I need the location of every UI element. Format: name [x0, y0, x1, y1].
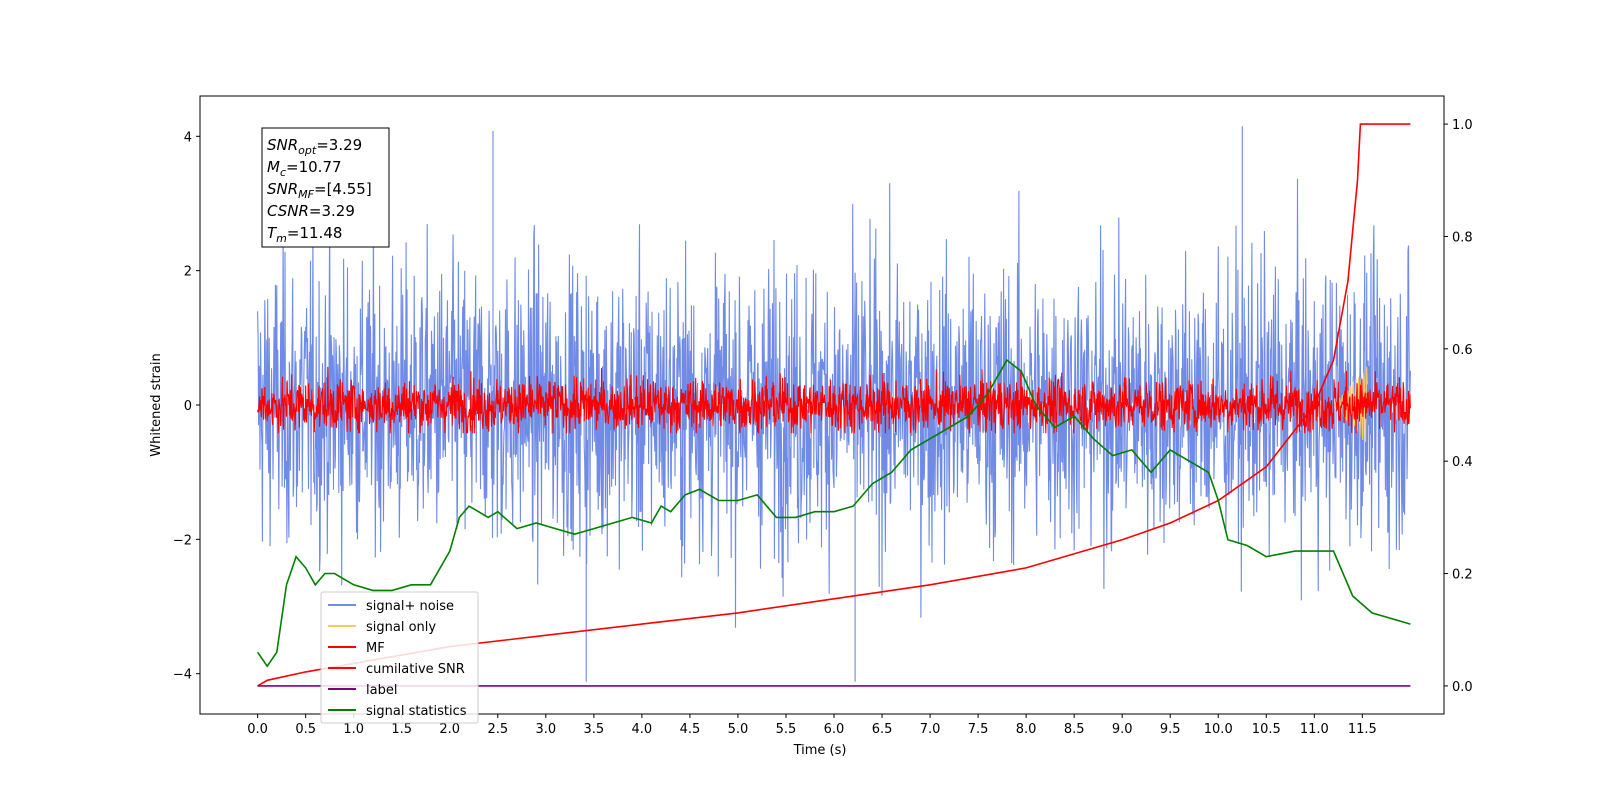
x-tick-label: 7.5 — [968, 722, 989, 737]
y-tick-label: −2 — [173, 533, 192, 548]
legend-label: signal only — [366, 620, 436, 635]
y2-tick-label: 0.6 — [1452, 343, 1473, 358]
legend-frame — [320, 591, 479, 724]
series-mf — [257, 366, 1411, 434]
y2-tick-label: 0.2 — [1452, 568, 1473, 583]
legend-label: signal statistics — [366, 704, 467, 719]
y2-tick-label: 0.8 — [1452, 230, 1473, 245]
x-tick-label: 1.0 — [343, 722, 364, 737]
x-tick-label: 5.5 — [776, 722, 797, 737]
legend: signal+ noise signal only MF cumilative SNR… — [320, 591, 479, 724]
y-tick-label: 4 — [184, 130, 192, 145]
x-tick-label: 11.0 — [1300, 722, 1329, 737]
y-tick-label: 2 — [184, 265, 192, 280]
x-tick-label: 11.5 — [1348, 722, 1377, 737]
x-tick-label: 3.0 — [535, 722, 556, 737]
annotation-line: Mc=10.77 — [267, 158, 342, 179]
x-tick-label: 0.0 — [247, 722, 268, 737]
annotation-line: Tm=11.48 — [267, 224, 342, 245]
x-tick-label: 0.5 — [295, 722, 316, 737]
annotation-box: SNRopt=3.29Mc=10.77SNRMF=[4.55]CSNR=3.29… — [261, 127, 390, 248]
y2-axis-ticks: 1.0 0.8 0.6 0.4 0.2 0.0 — [1444, 118, 1473, 695]
x-tick-label: 4.5 — [680, 722, 701, 737]
x-tick-label: 10.0 — [1204, 722, 1233, 737]
x-tick-label: 2.5 — [487, 722, 508, 737]
y-tick-label: 0 — [184, 399, 192, 414]
y-axis-ticks: 4 2 0 −2 −4 — [173, 130, 200, 683]
x-tick-label: 5.0 — [728, 722, 749, 737]
series-signal-statistics — [256, 358, 1411, 668]
x-tick-label: 9.5 — [1160, 722, 1181, 737]
x-tick-label: 8.5 — [1064, 722, 1085, 737]
x-tick-label: 1.5 — [391, 722, 412, 737]
x-axis-label: Time (s) — [793, 743, 847, 758]
x-tick-label: 7.0 — [920, 722, 941, 737]
legend-label: label — [366, 683, 397, 698]
x-tick-label: 6.0 — [824, 722, 845, 737]
legend-label: signal+ noise — [366, 599, 454, 614]
y2-tick-label: 0.0 — [1452, 680, 1473, 695]
annotation-line: CSNR=3.29 — [267, 202, 355, 220]
x-tick-label: 10.5 — [1252, 722, 1281, 737]
series-signal-noise — [257, 126, 1411, 682]
annotation-line: SNRopt=3.29 — [267, 136, 362, 157]
annotation-line: SNRMF=[4.55] — [267, 180, 372, 201]
y-axis-label: Whitened strain — [149, 353, 164, 456]
x-tick-label: 2.0 — [439, 722, 460, 737]
x-tick-label: 8.0 — [1016, 722, 1037, 737]
x-tick-label: 4.0 — [632, 722, 653, 737]
y2-tick-label: 0.4 — [1452, 455, 1473, 470]
legend-label: MF — [366, 641, 385, 656]
y2-tick-label: 1.0 — [1452, 118, 1473, 133]
y-tick-label: −4 — [173, 668, 192, 683]
x-tick-label: 6.5 — [872, 722, 893, 737]
annotation-frame — [261, 127, 390, 248]
x-tick-label: 9.0 — [1112, 722, 1133, 737]
legend-label: cumilative SNR — [366, 662, 465, 677]
x-tick-label: 3.5 — [584, 722, 605, 737]
